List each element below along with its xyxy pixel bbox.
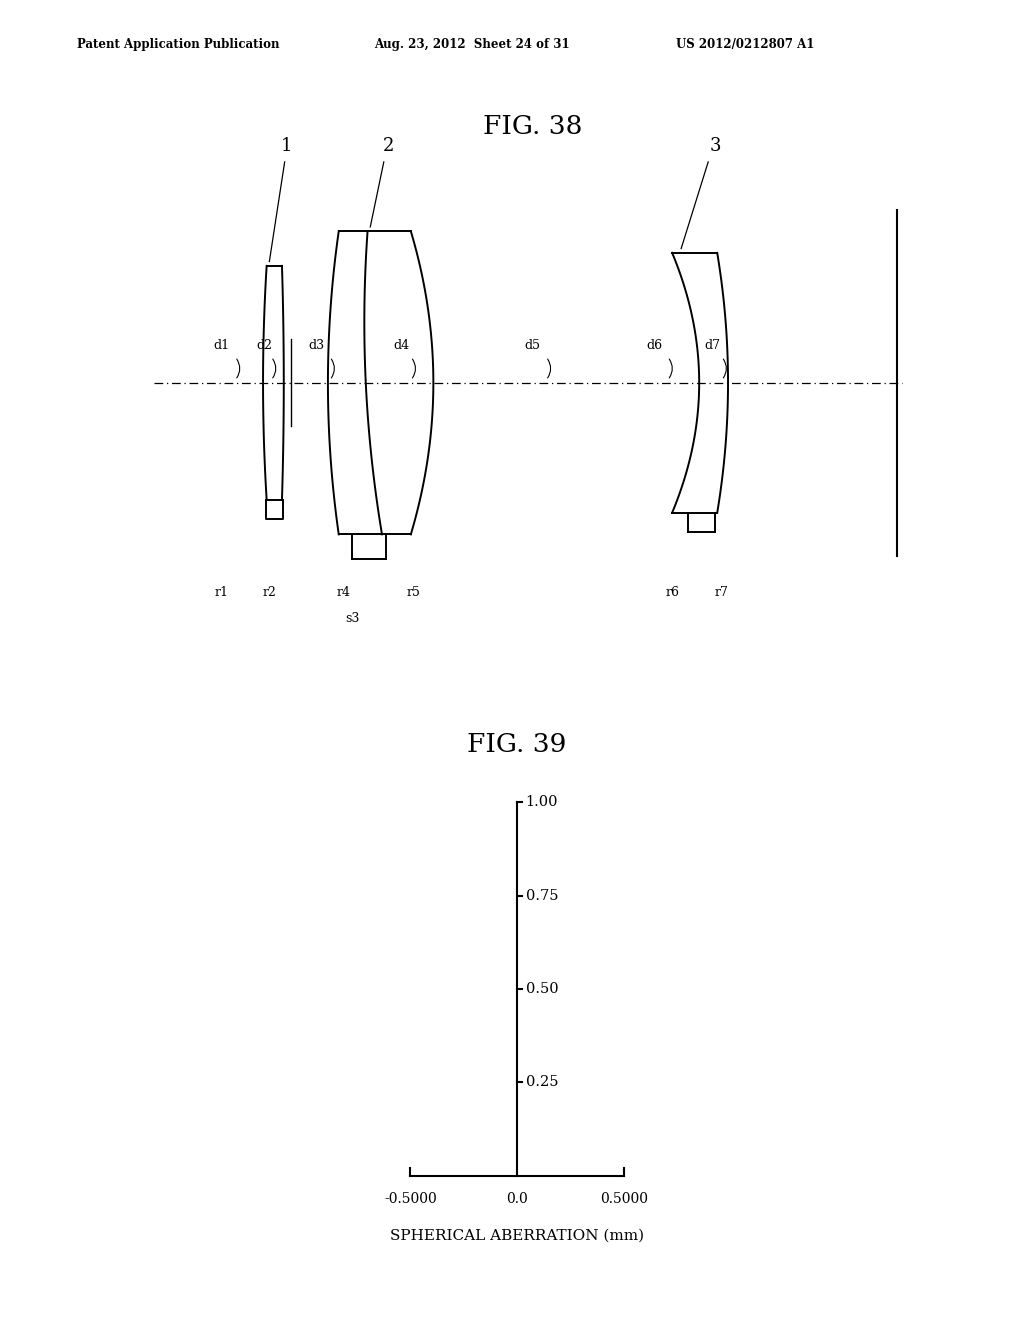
Text: 1: 1 <box>281 137 292 154</box>
Text: US 2012/0212807 A1: US 2012/0212807 A1 <box>676 37 814 50</box>
Text: d4: d4 <box>394 339 410 352</box>
Text: d5: d5 <box>524 339 541 352</box>
Text: d2: d2 <box>256 339 272 352</box>
Text: r5: r5 <box>407 586 421 599</box>
Text: d1: d1 <box>214 339 229 352</box>
Text: SPHERICAL ABERRATION (mm): SPHERICAL ABERRATION (mm) <box>390 1228 644 1242</box>
Text: FIG. 39: FIG. 39 <box>467 733 567 758</box>
Text: r1: r1 <box>215 586 228 599</box>
Text: Patent Application Publication: Patent Application Publication <box>77 37 280 50</box>
Text: 0.5000: 0.5000 <box>600 1192 648 1205</box>
Text: r7: r7 <box>715 586 729 599</box>
Text: r4: r4 <box>336 586 350 599</box>
Text: d7: d7 <box>705 339 721 352</box>
Text: 0.75: 0.75 <box>525 888 558 903</box>
Text: -0.5000: -0.5000 <box>384 1192 437 1205</box>
Text: d6: d6 <box>646 339 663 352</box>
Text: 1.00: 1.00 <box>525 795 558 809</box>
Text: 2: 2 <box>383 137 394 154</box>
Text: d3: d3 <box>308 339 325 352</box>
Text: r6: r6 <box>666 586 679 599</box>
Text: 3: 3 <box>710 137 721 154</box>
Text: 0.25: 0.25 <box>525 1076 558 1089</box>
Text: 0.0: 0.0 <box>506 1192 528 1205</box>
Text: 0.50: 0.50 <box>525 982 558 997</box>
Text: Aug. 23, 2012  Sheet 24 of 31: Aug. 23, 2012 Sheet 24 of 31 <box>374 37 569 50</box>
Text: r2: r2 <box>262 586 276 599</box>
Text: FIG. 38: FIG. 38 <box>482 115 583 140</box>
Text: s3: s3 <box>345 612 359 626</box>
